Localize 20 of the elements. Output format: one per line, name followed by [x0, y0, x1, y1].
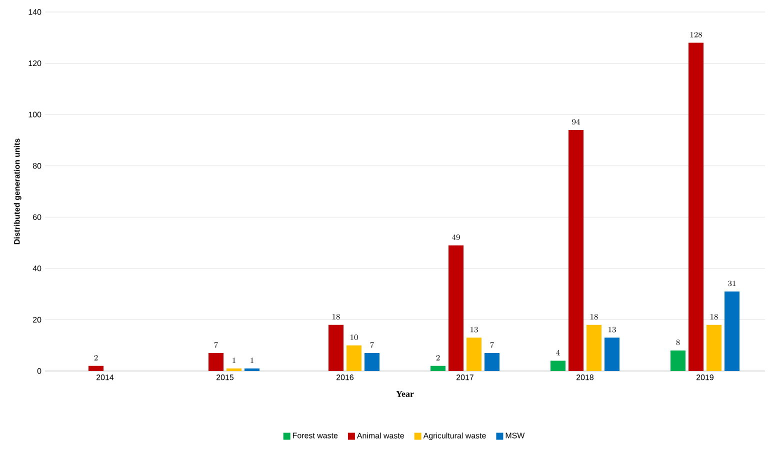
bar	[466, 338, 482, 371]
bar	[670, 350, 686, 371]
bar	[568, 130, 584, 371]
bar	[604, 338, 620, 371]
bar	[430, 366, 446, 371]
bar	[586, 324, 602, 371]
bar	[484, 353, 500, 371]
bar	[448, 245, 464, 371]
bar	[346, 345, 362, 371]
x-axis-title: Year	[396, 391, 414, 397]
bar	[724, 292, 740, 371]
bar	[364, 353, 380, 371]
bar	[688, 42, 704, 371]
bar	[208, 353, 224, 371]
bar	[88, 366, 104, 371]
bar	[706, 324, 722, 371]
bar	[328, 324, 344, 371]
bar	[550, 360, 566, 371]
bar	[226, 368, 242, 371]
bar	[244, 368, 260, 371]
